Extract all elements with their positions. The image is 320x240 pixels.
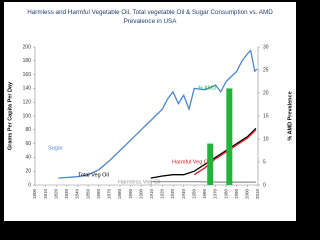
series-label: % AMD [198, 85, 216, 91]
x-tick-label: 1980 [223, 189, 228, 200]
series-label: Total Veg Oil [78, 172, 109, 178]
x-tick-label: 1930 [170, 189, 175, 200]
page: Harmless and Harmful Vegetable Oil, Tota… [4, 2, 296, 221]
series-label: Sugar [48, 145, 63, 151]
series-label: Harmful Veg Oil [172, 159, 211, 165]
x-tick-label: 1920 [160, 189, 165, 200]
x-tick-label: 1820 [53, 189, 58, 200]
y2-tick-label: 5 [263, 159, 266, 165]
x-tick-label: 1910 [149, 189, 154, 200]
x-tick-label: 1860 [96, 189, 101, 200]
y2-tick-label: 15 [263, 113, 269, 119]
x-tick-label: 2010 [255, 189, 260, 200]
x-tick-label: 1940 [181, 189, 186, 200]
series-label: Harmless Veg Oil [118, 179, 161, 185]
y-tick-label: 200 [23, 44, 32, 50]
y-tick-label: 140 [23, 86, 32, 92]
y-tick-label: 180 [23, 58, 32, 64]
y-tick-label: 100 [23, 113, 32, 119]
y-tick-label: 0 [28, 182, 31, 188]
x-tick-label: 1990 [234, 189, 239, 200]
line-series [150, 127, 257, 179]
line-series [193, 129, 257, 176]
x-tick-label: 1900 [138, 189, 143, 200]
y2-tick-label: 0 [263, 182, 266, 188]
chart-title: Harmless and Harmful Vegetable Oil, Tota… [27, 9, 273, 25]
bar [207, 143, 214, 185]
y-tick-label: 120 [23, 100, 32, 106]
bar [226, 88, 233, 185]
y-tick-label: 60 [25, 141, 31, 147]
x-tick-label: 1880 [117, 189, 122, 200]
x-tick-label: 2000 [245, 189, 250, 200]
x-tick-label: 1810 [43, 189, 48, 200]
x-tick-label: 1950 [191, 189, 196, 200]
y2-tick-label: 25 [263, 67, 269, 73]
x-tick-label: 1870 [107, 189, 112, 200]
x-tick-label: 1830 [64, 189, 69, 200]
y-axis-title: Grams Per Capita Per Day [7, 81, 13, 150]
y-tick-label: 40 [25, 155, 31, 161]
y2-tick-label: 10 [263, 136, 269, 142]
x-tick-label: 1890 [128, 189, 133, 200]
x-tick-label: 1970 [213, 189, 218, 200]
y2-tick-label: 30 [263, 44, 269, 50]
line-series [150, 180, 256, 183]
y-tick-label: 20 [25, 169, 31, 175]
x-tick-label: 1850 [85, 189, 90, 200]
y2-tick-label: 20 [263, 90, 269, 96]
y2-axis-title: % AMD Prevalence [287, 91, 293, 140]
y-tick-label: 160 [23, 72, 32, 78]
chart: Harmless and Harmful Vegetable Oil, Tota… [4, 2, 296, 221]
x-tick-label: 1800 [32, 189, 37, 200]
x-tick-label: 1840 [75, 189, 80, 200]
line-series [58, 49, 258, 179]
x-tick-label: 1960 [202, 189, 207, 200]
slide [4, 2, 296, 221]
y-tick-label: 80 [25, 127, 31, 133]
